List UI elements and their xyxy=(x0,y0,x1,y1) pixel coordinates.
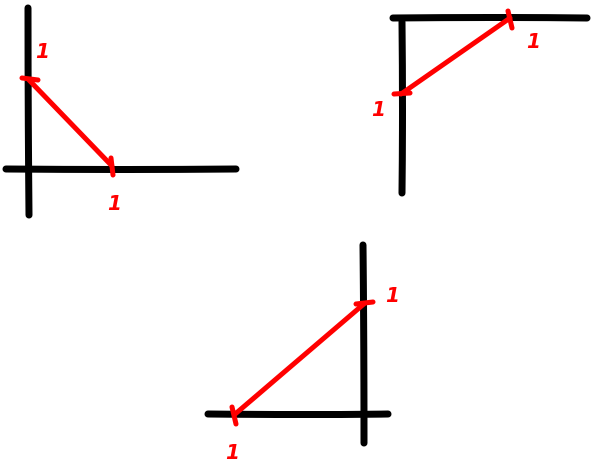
x-tick-mark xyxy=(229,404,239,427)
y-axis xyxy=(24,4,33,219)
y-tick-label: 1 xyxy=(36,39,50,63)
x-tick-mark xyxy=(505,8,515,31)
x-tick-label: 1 xyxy=(226,440,240,463)
x-tick-label: 1 xyxy=(527,29,541,53)
y-tick-mark xyxy=(353,299,376,307)
y-axis xyxy=(359,241,368,447)
red-segment xyxy=(398,15,513,97)
x-tick-label: 1 xyxy=(108,191,122,215)
y-tick-label: 1 xyxy=(386,283,400,307)
y-tick-label: 1 xyxy=(372,97,386,121)
sketch-bottom: 1 1 xyxy=(204,241,400,463)
sketch-top-left: 1 1 xyxy=(2,4,240,219)
x-tick-mark xyxy=(108,155,116,178)
x-axis xyxy=(389,14,591,22)
red-segment xyxy=(231,300,368,418)
y-tick-mark xyxy=(19,75,41,83)
x-axis xyxy=(2,165,240,173)
sketch-top-right: 1 1 xyxy=(372,8,591,197)
red-segment xyxy=(26,77,115,169)
y-tick-mark xyxy=(391,90,413,97)
y-axis xyxy=(398,18,406,197)
